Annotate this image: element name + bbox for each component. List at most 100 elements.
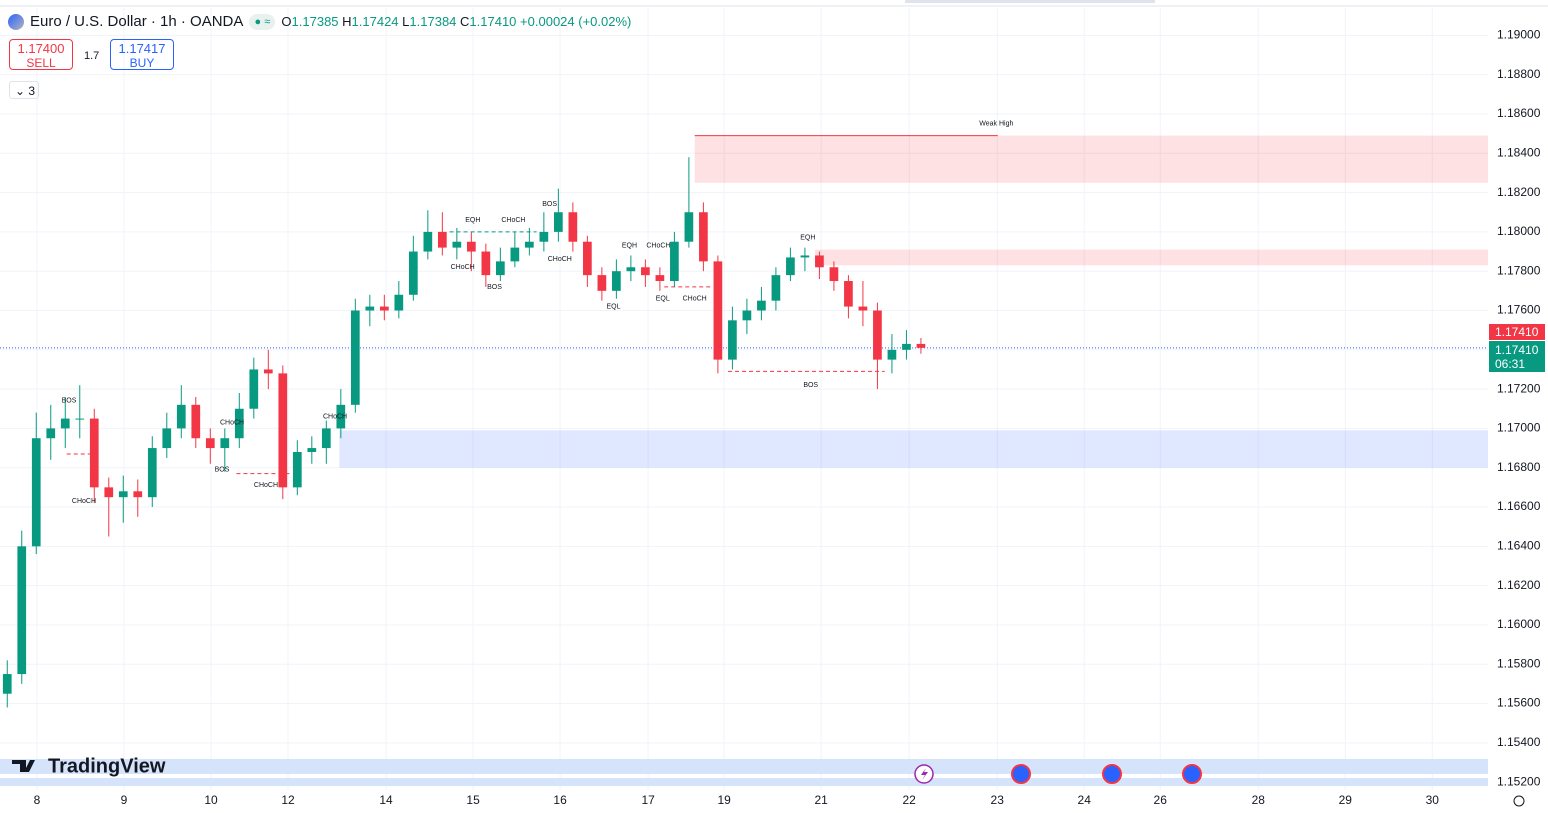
y-tick-label: 1.17800 (1497, 263, 1541, 277)
candle-body (873, 310, 882, 360)
event-band (0, 759, 1488, 774)
event-icon[interactable] (1102, 764, 1122, 784)
x-tick-label: 22 (903, 793, 917, 807)
x-tick-label: 24 (1078, 793, 1092, 807)
countdown: 06:31 (1495, 357, 1526, 371)
annotation: EQL (606, 303, 620, 310)
candle-body (902, 343, 911, 350)
candle-body (670, 241, 679, 282)
candle-body (916, 343, 926, 348)
candle-body (75, 418, 85, 420)
candle-body (510, 247, 520, 262)
candle-body (742, 310, 752, 321)
candle-body (408, 251, 418, 295)
indicators-count: 3 (28, 84, 36, 98)
buy-button[interactable]: 1.17417 BUY (110, 39, 174, 70)
y-tick-label: 1.15400 (1497, 735, 1541, 749)
annotation: BOS (215, 467, 230, 474)
candle-body (713, 261, 723, 360)
annotation: BOS (487, 284, 502, 291)
candle-body (887, 349, 897, 360)
candle-body (554, 212, 563, 232)
event-band (0, 778, 1488, 786)
candle-body (771, 275, 781, 301)
annotation: Weak High (979, 121, 1013, 128)
annotations: BOS CHoCH BOS CHoCH CHoCH CHoCH EQH CHoCH BOS CHo… (62, 121, 1014, 505)
candle-body (133, 491, 143, 498)
annotation: CHoCH (220, 419, 244, 426)
zone (339, 430, 1488, 468)
annotation: CHoCH (548, 256, 572, 263)
candle-body (684, 212, 694, 242)
open: 1.17385 (291, 14, 339, 29)
candle-body (365, 306, 375, 311)
candle-body (191, 404, 201, 439)
y-tick-label: 1.16200 (1497, 578, 1541, 592)
candle-body (655, 275, 665, 282)
candle-body (104, 487, 114, 498)
sell-price: 1.17400 (17, 41, 65, 56)
indicators-toggle[interactable]: ⌄ 3 (9, 81, 39, 99)
annotation: EQH (622, 242, 637, 249)
sell-label: SELL (26, 56, 56, 70)
settings-icon[interactable] (1513, 795, 1525, 807)
y-tick-label: 1.18000 (1497, 224, 1541, 238)
o-label: O (281, 14, 292, 29)
low: 1.17384 (409, 14, 457, 29)
symbol-icon (8, 13, 24, 30)
y-tick-label: 1.16000 (1497, 617, 1541, 631)
x-tick-label: 23 (991, 793, 1005, 807)
candle-body (31, 438, 41, 547)
annotation: EQH (465, 217, 480, 224)
y-tick-label: 1.17200 (1497, 381, 1541, 395)
candle-body (699, 212, 708, 262)
candle-body (350, 310, 360, 405)
x-tick-label: 12 (281, 793, 295, 807)
zone (694, 135, 1488, 183)
zone (815, 249, 1488, 266)
last-price-tag: 1.17410 (1489, 324, 1545, 340)
candle-body (728, 320, 737, 360)
change: +0.00024 (+0.02%) (520, 14, 632, 29)
event-icon[interactable] (1182, 764, 1202, 784)
candle-body (292, 451, 302, 488)
zones (0, 135, 1488, 475)
candle-body (278, 373, 288, 488)
candle-body (17, 546, 27, 675)
candle-body (423, 231, 433, 252)
high: 1.17424 (351, 14, 399, 29)
candle-body (452, 241, 462, 248)
annotation: CHoCH (646, 242, 670, 249)
candle-body (568, 212, 578, 242)
event-icon[interactable] (1011, 764, 1031, 784)
candle-body (757, 300, 766, 311)
candle-body (60, 418, 70, 429)
candle-body (307, 448, 317, 452)
status: ● ≈ (249, 13, 276, 30)
annotation: CHoCH (72, 498, 96, 505)
candle-body (205, 438, 215, 449)
candle-body (437, 231, 447, 248)
x-tick-label: 19 (717, 793, 731, 807)
annotation: BOS (542, 201, 557, 208)
x-tick-label: 10 (204, 793, 218, 807)
y-tick-label: 1.19000 (1497, 28, 1541, 42)
candle-body (583, 241, 592, 276)
event-icon-glyph (921, 768, 928, 780)
symbol: Euro / U.S. Dollar · 1h · OANDA (30, 13, 244, 30)
annotation: CHoCH (501, 217, 525, 224)
sell-button[interactable]: 1.17400 SELL (9, 39, 73, 70)
annotation: CHoCH (323, 413, 347, 420)
candle-body (2, 674, 12, 694)
buy-label: BUY (129, 56, 155, 70)
buy-price: 1.17417 (118, 41, 166, 56)
annotation: EQH (800, 235, 815, 242)
x-tick-label: 9 (121, 793, 128, 807)
brand-logo (12, 760, 35, 772)
close: 1.17410 (469, 14, 517, 29)
x-tick-label: 29 (1339, 793, 1353, 807)
x-tick-label: 14 (379, 793, 393, 807)
x-tick-label: 16 (553, 793, 567, 807)
annotation: EQL (656, 296, 670, 303)
